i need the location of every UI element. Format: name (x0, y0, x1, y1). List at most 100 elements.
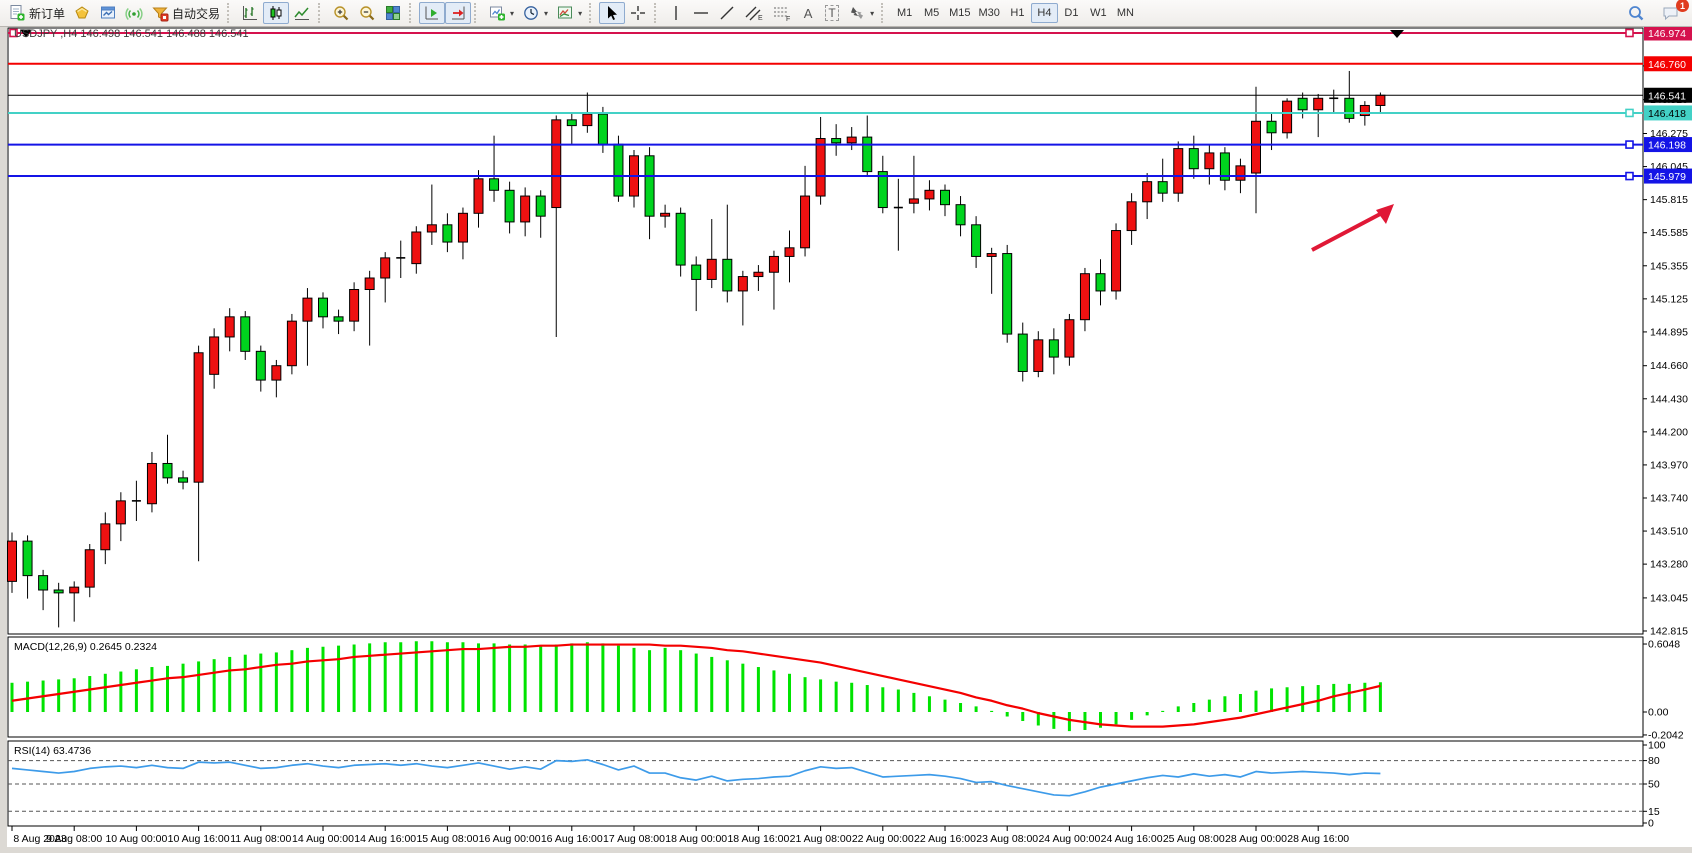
channel-tool-button[interactable]: E (740, 2, 768, 24)
price-tick-label: 144.660 (1650, 360, 1688, 372)
bear-candle (162, 462, 173, 479)
macd-indicator (10, 641, 1382, 732)
fibonacci-icon: F (774, 7, 790, 22)
toolbar-grip (409, 3, 414, 23)
line-chart-button[interactable] (289, 2, 315, 24)
price-tick-label: 145.815 (1650, 194, 1688, 206)
bar-chart-button[interactable] (237, 2, 263, 24)
line-handle[interactable] (1625, 108, 1634, 118)
signals-icon (125, 7, 143, 21)
bear-candle (178, 477, 189, 483)
timeframe-h4-button[interactable]: H4 (1030, 3, 1058, 23)
horizontal-line-146418[interactable] (8, 108, 1643, 118)
market-watch-icon (75, 6, 89, 19)
main-panel[interactable] (7, 27, 1644, 635)
chip-text: 145.979 (1648, 171, 1686, 183)
bear-candle (38, 575, 49, 591)
horizontal-line-tool-button[interactable] (688, 2, 714, 24)
data-window-button[interactable] (95, 2, 121, 24)
crosshair-tool-button[interactable] (625, 2, 651, 24)
bear-candle (877, 171, 888, 209)
templates-button[interactable]: ▾ (552, 2, 586, 24)
zoom-out-button[interactable] (354, 2, 380, 24)
market-watch-button[interactable] (69, 2, 95, 24)
chart-shift-button[interactable] (445, 2, 472, 24)
tile-windows-icon (386, 6, 401, 20)
horizontal-line-145979[interactable] (8, 171, 1643, 181)
bull-candle (69, 586, 80, 594)
price-tick-label: 143.510 (1650, 526, 1688, 538)
trend-arrow-annotation[interactable] (1311, 204, 1394, 252)
price-chart[interactable]: 146.745146.510146.275146.045145.815145.5… (0, 27, 1692, 853)
horizontal-line-146198[interactable] (8, 140, 1643, 149)
line-handle[interactable] (1625, 28, 1634, 38)
rsi-panel[interactable] (7, 740, 1644, 827)
new-chart-button[interactable]: ▾ (484, 2, 518, 24)
text-tool-button[interactable]: A (796, 2, 820, 24)
macd-panel[interactable] (7, 636, 1644, 738)
rsi-axis-label: 15 (1648, 806, 1660, 818)
equidistant-channel-icon: E (745, 6, 763, 22)
time-tick-label: 22 Aug 16:00 (914, 833, 976, 845)
bear-candle (831, 138, 842, 144)
zoom-out-icon (360, 6, 375, 21)
cursor-tool-button[interactable] (599, 2, 626, 24)
macd-label: MACD(12,26,9) 0.2645 0.2324 (14, 641, 157, 653)
price-tick-label: 144.430 (1650, 393, 1688, 405)
tile-windows-button[interactable] (380, 2, 406, 24)
price-tick-label: 142.815 (1650, 625, 1688, 637)
timeframe-mn-button[interactable]: MN (1116, 7, 1134, 19)
text-label-tool-button[interactable]: T (820, 2, 844, 24)
timeframe-m30-button[interactable]: M30 (978, 7, 1000, 19)
line-handle[interactable] (1625, 171, 1634, 181)
line-handle[interactable] (9, 28, 18, 38)
fibonacci-tool-button[interactable]: F (768, 2, 796, 24)
time-tick-label: 24 Aug 16:00 (1101, 833, 1163, 845)
periods-button[interactable]: ▾ (518, 2, 552, 24)
timeframe-h1-button[interactable]: H1 (1010, 7, 1025, 19)
horizontal-line-146974[interactable] (8, 28, 1643, 38)
price-label-chip: 146.198 (1644, 137, 1692, 153)
auto-scroll-icon (425, 6, 439, 20)
templates-icon (558, 6, 573, 19)
toolbar-grip (589, 3, 594, 23)
bear-candle (333, 316, 344, 322)
chip-text: 146.760 (1648, 59, 1686, 71)
timeframe-m1-button[interactable]: M1 (896, 7, 913, 19)
timeframe-d1-button[interactable]: D1 (1064, 7, 1079, 19)
timeframe-m5-button[interactable]: M5 (923, 7, 940, 19)
signals-button[interactable] (121, 2, 147, 24)
bull-candle (1204, 152, 1215, 170)
candlestick-chart-button[interactable] (263, 2, 290, 24)
bear-candle (971, 224, 982, 257)
chip-bg (1644, 27, 1692, 41)
cursor-icon (608, 6, 618, 20)
bull-candle (1359, 104, 1370, 117)
trendline-tool-button[interactable] (714, 2, 740, 24)
auto-scroll-button[interactable] (419, 2, 446, 24)
price-tick-label: 143.740 (1650, 492, 1688, 504)
rsi-axis-label: 100 (1648, 740, 1666, 752)
new-order-button[interactable]: 新订单 (4, 2, 69, 24)
arrows-tool-button[interactable]: ▾ (844, 2, 878, 24)
auto-trading-label: 自动交易 (172, 6, 221, 21)
bear-candle (691, 264, 702, 280)
chip-bg (1644, 137, 1692, 153)
vertical-line-tool-button[interactable] (664, 2, 688, 24)
bear-candle (489, 178, 500, 191)
line-handle[interactable] (1625, 140, 1634, 149)
chart-shift-marker[interactable] (1390, 30, 1404, 38)
zoom-in-button[interactable] (328, 2, 354, 24)
time-tick-label: 21 Aug 08:00 (790, 833, 852, 845)
bear-candle (22, 540, 33, 577)
community-chat-button[interactable]: 1 (1657, 0, 1689, 24)
svg-text:E: E (758, 15, 763, 22)
timeframe-w1-button[interactable]: W1 (1090, 7, 1107, 19)
time-tick-label: 22 Aug 00:00 (852, 833, 914, 845)
time-tick-label: 25 Aug 08:00 (1163, 833, 1225, 845)
auto-trading-button[interactable]: 自动交易 (147, 2, 224, 24)
timeframe-m15-button[interactable]: M15 (949, 7, 971, 19)
bear-candle (566, 119, 577, 127)
search-button[interactable] (1623, 2, 1649, 24)
